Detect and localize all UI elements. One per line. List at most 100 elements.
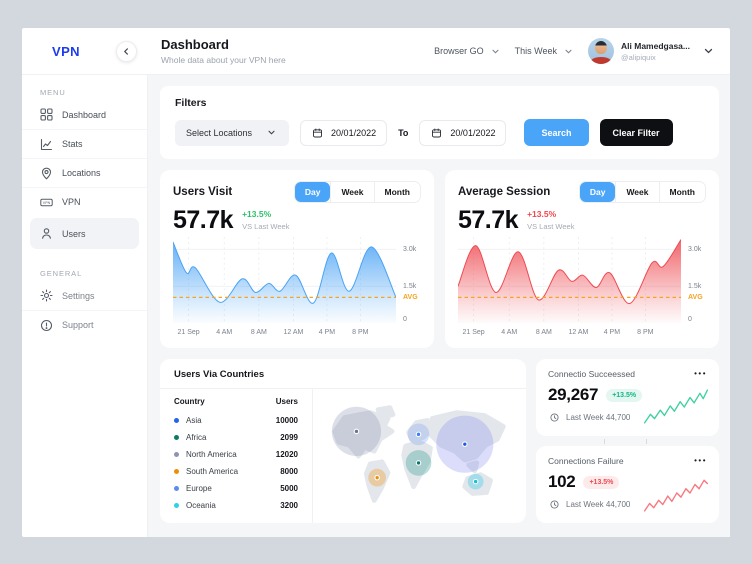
y-tick-label: 1.5k xyxy=(688,283,702,291)
card-title: Average Session xyxy=(458,186,551,198)
y-tick-label: 3.0k xyxy=(403,246,417,254)
sidebar-item-label: Stats xyxy=(62,139,83,149)
back-chevron-icon xyxy=(120,48,133,55)
browser-select-label: Browser GO xyxy=(434,46,484,56)
country-row: Oceania 3200 xyxy=(174,497,298,514)
history-icon xyxy=(548,500,561,509)
sidebar-collapse-button[interactable] xyxy=(116,41,137,62)
area-chart-average-session: 3.0k 1.5k 0 AVG 21 Sep 4 AM 8 AM 12 AM 4 PM 8 PM xyxy=(458,236,706,340)
x-tick-label: 4 PM xyxy=(318,329,336,336)
date-from-value: 20/01/2022 xyxy=(331,127,377,138)
delta-badge: +13.5% xyxy=(606,388,643,402)
tab-month[interactable]: Month xyxy=(373,182,421,202)
country-users-value: 8000 xyxy=(280,467,298,476)
sidebar-item-support[interactable]: Support xyxy=(22,310,147,339)
search-button[interactable]: Search xyxy=(524,119,589,146)
user-icon xyxy=(40,227,53,240)
x-tick-label: 8 PM xyxy=(637,329,654,336)
country-name: Europe xyxy=(186,484,212,493)
date-to-input[interactable]: 20/01/2022 xyxy=(419,119,507,146)
average-session-card: Average Session Day Week Month 57.7k +13… xyxy=(445,170,719,348)
filters-card: Filters Select Locations 20/01/2022 xyxy=(160,86,719,159)
period-tabs: Day Week Month xyxy=(293,181,421,203)
sidebar: MENU Dashboard Stats xyxy=(22,75,148,537)
browser-select[interactable]: Browser GO xyxy=(434,46,502,56)
sidebar-item-vpn[interactable]: VPN VPN xyxy=(22,187,147,216)
sidebar-item-locations[interactable]: Locations xyxy=(22,158,147,187)
support-icon xyxy=(40,319,53,332)
tab-day[interactable]: Day xyxy=(294,182,331,202)
chevron-down-icon xyxy=(265,130,278,135)
vpn-badge-icon: VPN xyxy=(40,196,53,209)
stat-value: 102 xyxy=(548,472,576,491)
period-tabs: Day Week Month xyxy=(578,181,706,203)
y-tick-label: 3.0k xyxy=(688,246,702,254)
more-menu-button[interactable]: ••• xyxy=(694,456,707,465)
countries-title: Users Via Countries xyxy=(160,359,526,389)
location-select-label: Select Locations xyxy=(186,127,253,138)
calendar-icon xyxy=(430,128,443,138)
x-tick-label: 12 AM xyxy=(568,329,589,336)
metric-delta: +13.5% xyxy=(242,209,272,219)
y-tick-label: 0 xyxy=(688,315,692,323)
map-bubble xyxy=(405,450,432,476)
country-dot xyxy=(174,435,179,440)
more-menu-button[interactable]: ••• xyxy=(694,369,707,378)
tab-week[interactable]: Week xyxy=(330,182,373,202)
metric-value: 57.7k xyxy=(458,206,519,234)
stats-icon xyxy=(40,138,53,151)
sidebar-item-label: Settings xyxy=(62,290,95,301)
logo-zone: VPN xyxy=(22,28,148,74)
x-axis: 21 Sep 4 AM 8 AM 12 AM 4 PM 8 PM xyxy=(458,327,681,340)
sidebar-item-label: Locations xyxy=(62,168,101,178)
metric-vs-label: VS Last Week xyxy=(242,222,290,231)
chevron-down-icon xyxy=(489,49,502,54)
user-name: Ali Mamedgasa... xyxy=(621,40,690,51)
x-tick-label: 21 Sep xyxy=(177,329,200,336)
area-chart-svg xyxy=(458,236,681,323)
avg-label: AVG xyxy=(688,294,703,302)
sidebar-item-dashboard[interactable]: Dashboard xyxy=(22,100,147,129)
x-tick-label: 8 PM xyxy=(352,329,369,336)
map-bubble xyxy=(407,423,430,446)
sidebar-item-stats[interactable]: Stats xyxy=(22,129,147,158)
tab-day[interactable]: Day xyxy=(579,182,616,202)
last-week-label: Last Week 44,700 xyxy=(566,413,631,422)
page-subtitle: Whole data about your VPN here xyxy=(161,55,286,65)
country-users-value: 10000 xyxy=(275,416,298,425)
country-dot xyxy=(174,452,179,457)
history-icon xyxy=(548,413,561,422)
user-menu[interactable]: Ali Mamedgasa... @alipiquix xyxy=(588,38,715,64)
sidebar-item-settings[interactable]: Settings xyxy=(22,281,147,310)
clear-filter-button[interactable]: Clear Filter xyxy=(599,119,673,146)
sparkline-svg xyxy=(644,479,708,512)
map-bubble xyxy=(331,406,382,456)
map-bubble xyxy=(436,415,494,473)
country-row: Asia 10000 xyxy=(174,412,298,429)
grid-icon xyxy=(40,108,53,121)
date-from-input[interactable]: 20/01/2022 xyxy=(300,119,388,146)
card-title: Users Visit xyxy=(173,186,233,198)
country-row: North America 12020 xyxy=(174,446,298,463)
country-row: South America 8000 xyxy=(174,463,298,480)
sidebar-item-users[interactable]: Users xyxy=(30,218,139,249)
sidebar-item-label: Users xyxy=(62,228,86,239)
country-dot xyxy=(174,503,179,508)
gear-icon xyxy=(40,289,53,302)
location-select[interactable]: Select Locations xyxy=(175,119,290,146)
countries-column-header-country: Country xyxy=(174,397,205,406)
x-axis: 21 Sep 4 AM 8 AM 12 AM 4 PM 8 PM xyxy=(173,327,396,340)
x-tick-label: 8 AM xyxy=(250,329,267,336)
period-select[interactable]: This Week xyxy=(515,46,575,56)
x-tick-label: 8 AM xyxy=(535,329,552,336)
map-bubble xyxy=(368,468,387,487)
app-header: VPN Dashboard Whole data about your VPN … xyxy=(22,28,730,75)
tab-month[interactable]: Month xyxy=(658,182,706,202)
x-tick-label: 4 AM xyxy=(216,329,233,336)
x-tick-label: 21 Sep xyxy=(462,329,485,336)
page-title-block: Dashboard Whole data about your VPN here xyxy=(161,37,286,65)
tab-week[interactable]: Week xyxy=(615,182,658,202)
avatar xyxy=(588,38,615,64)
countries-card: Users Via Countries Country Users Asia 1… xyxy=(160,359,526,523)
country-dot xyxy=(174,418,179,423)
